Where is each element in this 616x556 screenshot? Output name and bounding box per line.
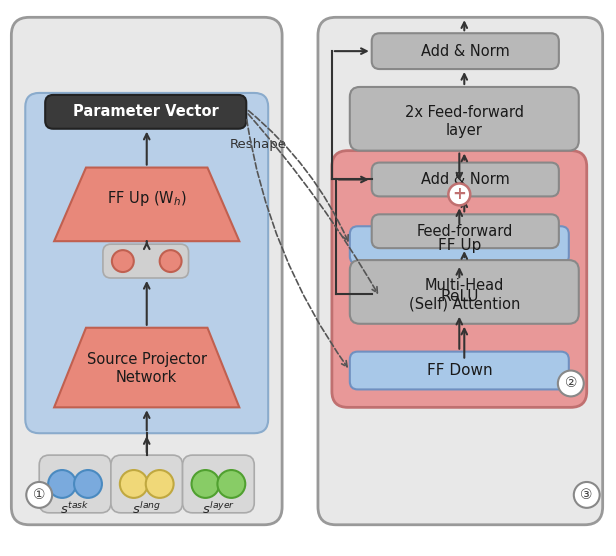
Circle shape	[448, 183, 470, 205]
Circle shape	[48, 470, 76, 498]
Text: ReLU: ReLU	[440, 290, 479, 304]
FancyBboxPatch shape	[103, 244, 188, 278]
FancyBboxPatch shape	[379, 280, 539, 314]
Text: +: +	[452, 185, 466, 203]
FancyBboxPatch shape	[350, 87, 579, 151]
Circle shape	[558, 370, 584, 396]
FancyBboxPatch shape	[350, 226, 569, 264]
FancyBboxPatch shape	[111, 455, 182, 513]
Text: Multi-Head: Multi-Head	[424, 279, 504, 294]
Text: ①: ①	[33, 488, 46, 502]
FancyBboxPatch shape	[182, 455, 254, 513]
FancyBboxPatch shape	[371, 162, 559, 196]
Polygon shape	[54, 167, 239, 241]
Text: Network: Network	[116, 370, 177, 385]
FancyBboxPatch shape	[318, 17, 602, 525]
Circle shape	[120, 470, 148, 498]
Circle shape	[74, 470, 102, 498]
Text: FF Down: FF Down	[426, 363, 492, 378]
FancyBboxPatch shape	[371, 214, 559, 248]
FancyBboxPatch shape	[332, 151, 586, 408]
Text: FF Up: FF Up	[437, 237, 481, 252]
Text: $s^{lang}$: $s^{lang}$	[132, 501, 161, 517]
Text: Feed-forward: Feed-forward	[417, 224, 514, 239]
Text: (Self) Attention: (Self) Attention	[408, 296, 520, 311]
Circle shape	[160, 250, 182, 272]
Polygon shape	[54, 327, 239, 408]
Text: Parameter Vector: Parameter Vector	[73, 105, 219, 120]
Circle shape	[26, 482, 52, 508]
Text: Source Projector: Source Projector	[87, 352, 207, 367]
Circle shape	[217, 470, 245, 498]
FancyBboxPatch shape	[350, 351, 569, 389]
Text: ②: ②	[564, 376, 577, 390]
Circle shape	[146, 470, 174, 498]
Text: FF Up (W$_h$): FF Up (W$_h$)	[107, 189, 187, 208]
FancyBboxPatch shape	[371, 33, 559, 69]
FancyBboxPatch shape	[39, 455, 111, 513]
Text: ③: ③	[580, 488, 593, 502]
Circle shape	[192, 470, 219, 498]
Text: $s^{task}$: $s^{task}$	[60, 501, 90, 517]
FancyBboxPatch shape	[25, 93, 268, 433]
Text: Reshape: Reshape	[230, 138, 286, 151]
Text: Add & Norm: Add & Norm	[421, 172, 509, 187]
Text: $s^{layer}$: $s^{layer}$	[202, 501, 235, 517]
Text: layer: layer	[446, 123, 483, 138]
FancyBboxPatch shape	[11, 17, 282, 525]
Text: Add & Norm: Add & Norm	[421, 43, 509, 58]
FancyBboxPatch shape	[45, 95, 246, 129]
FancyBboxPatch shape	[350, 260, 579, 324]
Circle shape	[112, 250, 134, 272]
Circle shape	[573, 482, 600, 508]
Text: 2x Feed-forward: 2x Feed-forward	[405, 105, 524, 120]
